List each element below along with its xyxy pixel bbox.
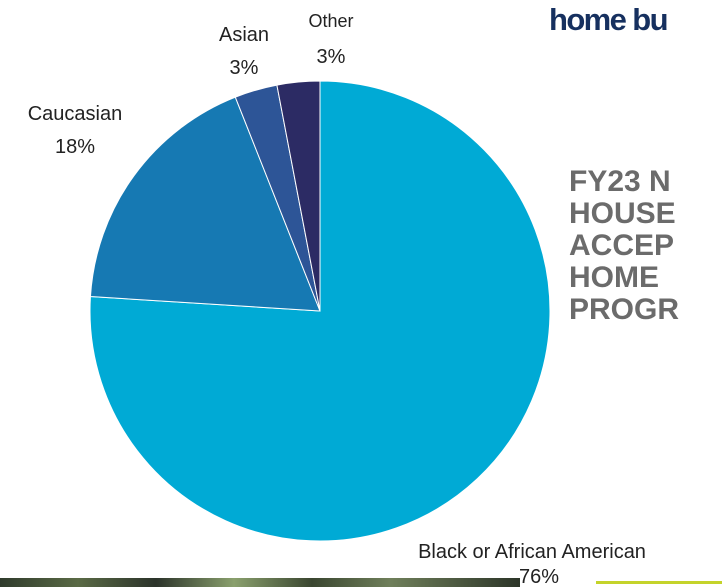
slice-label-percent: 3% (230, 57, 259, 79)
pie-slices (89, 80, 551, 542)
footer-photo (0, 578, 520, 587)
slice-label-name: Black or African American (418, 541, 646, 563)
slice-label-percent: 18% (55, 136, 95, 158)
accent-line (596, 581, 722, 584)
slice-label-percent: 3% (317, 46, 346, 68)
slice-label-name: Asian (219, 24, 269, 46)
pie-slice (89, 96, 321, 312)
section-title-line: HOUSE (569, 197, 676, 230)
slice-label-name: Caucasian (28, 103, 123, 125)
section-title: FY23 N HOUSE ACCEP HOME PROGR (569, 166, 679, 326)
section-title-line: FY23 N (569, 165, 671, 198)
slice-label-name: Other (308, 11, 353, 31)
page-heading: home bu (549, 2, 669, 37)
section-title-line: ACCEP (569, 229, 675, 262)
pie-slice (89, 80, 551, 542)
section-title-line: HOME (569, 261, 659, 294)
pie-slice (276, 80, 321, 312)
slice-label-percent: 76% (519, 566, 559, 587)
section-title-line: PROGR (569, 293, 680, 326)
footer-strip (0, 578, 722, 587)
